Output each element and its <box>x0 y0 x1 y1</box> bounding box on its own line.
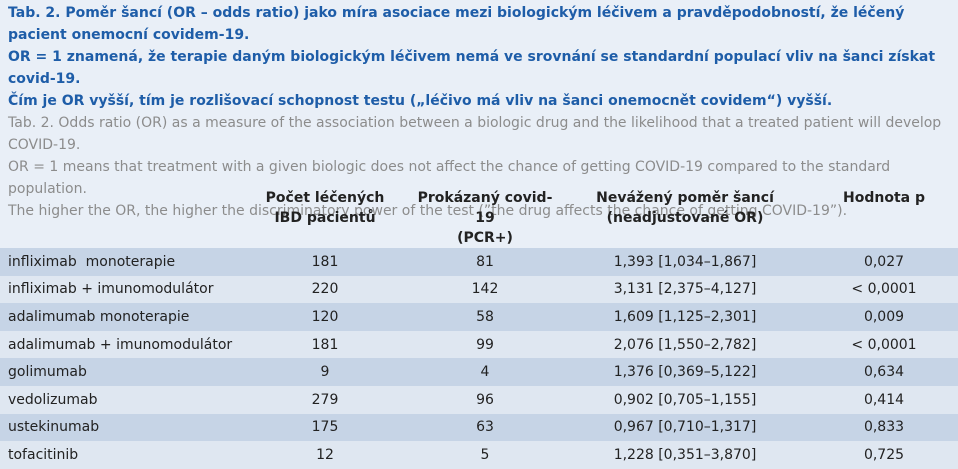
table-cell: 99 <box>410 330 560 359</box>
header-text: Nevážený poměr šancí <box>596 190 774 206</box>
caption-line: Tab. 2. Odds ratio (OR) as a measure of … <box>8 115 942 153</box>
table-cell: adalimumab + imunomodulátor <box>0 330 240 359</box>
caption-line: OR = 1 means that treatment with a given… <box>8 159 891 197</box>
table-cell: 3,131 [2,375–4,127] <box>560 275 810 304</box>
header-cell: Prokázaný covid-19 (PCR+) <box>410 188 560 248</box>
header-text: (neadjustované OR) <box>606 210 764 226</box>
table-cell: 0,027 <box>810 248 958 276</box>
caption-line: Tab. 2. Poměr šancí (OR – odds ratio) ja… <box>8 5 905 43</box>
table-cell: 279 <box>240 385 410 414</box>
table-cell: 220 <box>240 275 410 304</box>
table-row: ustekinumab 175 63 0,967 [0,710–1,317] 0,833 <box>0 413 958 442</box>
table-cell: vedolizumab <box>0 385 240 414</box>
table-row: vedolizumab 279 96 0,902 [0,705–1,155] 0,414 <box>0 385 958 414</box>
table-cell: 58 <box>410 303 560 331</box>
header-text: (PCR+) <box>457 230 513 246</box>
table-cell: 0,902 [0,705–1,155] <box>560 385 810 414</box>
table-cell: adalimumab monoterapie <box>0 303 240 331</box>
table-cell: golimumab <box>0 358 240 386</box>
caption-line: Čím je OR vyšší, tím je rozlišovací scho… <box>8 93 833 109</box>
table-cell: 175 <box>240 413 410 442</box>
table-cell: 120 <box>240 303 410 331</box>
header-cell: Počet léčených IBD pacientů <box>240 188 410 248</box>
table-cell: 0,009 <box>810 303 958 331</box>
table-cell: 2,076 [1,550–2,782] <box>560 330 810 359</box>
table: Počet léčených IBD pacientů Prokázaný covi… <box>0 188 958 469</box>
table-row: infliximab + imunomodulátor 220 142 3,131 [… <box>0 275 958 304</box>
header-row: Počet léčených IBD pacientů Prokázaný covi… <box>0 188 958 248</box>
table-cell: 5 <box>410 441 560 469</box>
table-cell: ustekinumab <box>0 413 240 442</box>
table-cell: 0,634 <box>810 358 958 386</box>
header-text: Počet léčených <box>265 190 385 206</box>
table-cell: 12 <box>240 441 410 469</box>
header-text: IBD pacientů <box>274 210 376 226</box>
table-cell: 181 <box>240 248 410 276</box>
table-cell: 96 <box>410 385 560 414</box>
header-cell: Hodnota p <box>810 188 958 248</box>
table-cell: 1,228 [0,351–3,870] <box>560 441 810 469</box>
table-cell: infliximab monoterapie <box>0 248 240 276</box>
header-cell: Nevážený poměr šancí (neadjustované OR) <box>560 188 810 248</box>
table-cell: < 0,0001 <box>810 275 958 304</box>
header-text: Hodnota p <box>843 190 925 206</box>
table-cell: 0,833 <box>810 413 958 442</box>
header-text: Prokázaný covid-19 <box>417 190 553 226</box>
table-cell: 0,414 <box>810 385 958 414</box>
table-cell: tofacitinib <box>0 441 240 469</box>
table-cell: 181 <box>240 330 410 359</box>
table-row: adalimumab + imunomodulátor 181 99 2,076 [1… <box>0 330 958 359</box>
table-cell: 1,393 [1,034–1,867] <box>560 248 810 276</box>
table-cell: 0,725 <box>810 441 958 469</box>
table-cell: < 0,0001 <box>810 330 958 359</box>
table-cell: 142 <box>410 275 560 304</box>
table-cell: 0,967 [0,710–1,317] <box>560 413 810 442</box>
table-row: adalimumab monoterapie 120 58 1,609 [1,125–… <box>0 303 958 331</box>
caption-line: OR = 1 znamená, že terapie daným biologi… <box>8 49 936 87</box>
header-cell <box>0 188 240 248</box>
caption-line: The higher the OR, the higher the discri… <box>8 203 848 219</box>
table-cell: 1,609 [1,125–2,301] <box>560 303 810 331</box>
caption: Tab. 2. Poměr šancí (OR – odds ratio) ja… <box>8 2 953 222</box>
table-cell: infliximab + imunomodulátor <box>0 275 240 304</box>
table-row: golimumab 9 4 1,376 [0,369–5,122] 0,634 <box>0 358 958 386</box>
table-cell: 1,376 [0,369–5,122] <box>560 358 810 386</box>
table-row: tofacitinib 12 5 1,228 [0,351–3,870] 0,725 <box>0 441 958 469</box>
table-cell: 63 <box>410 413 560 442</box>
table-cell: 9 <box>240 358 410 386</box>
table-cell: 4 <box>410 358 560 386</box>
table-cell: 81 <box>410 248 560 276</box>
table-row: infliximab monoterapie 181 81 1,393 [1,034–… <box>0 248 958 276</box>
